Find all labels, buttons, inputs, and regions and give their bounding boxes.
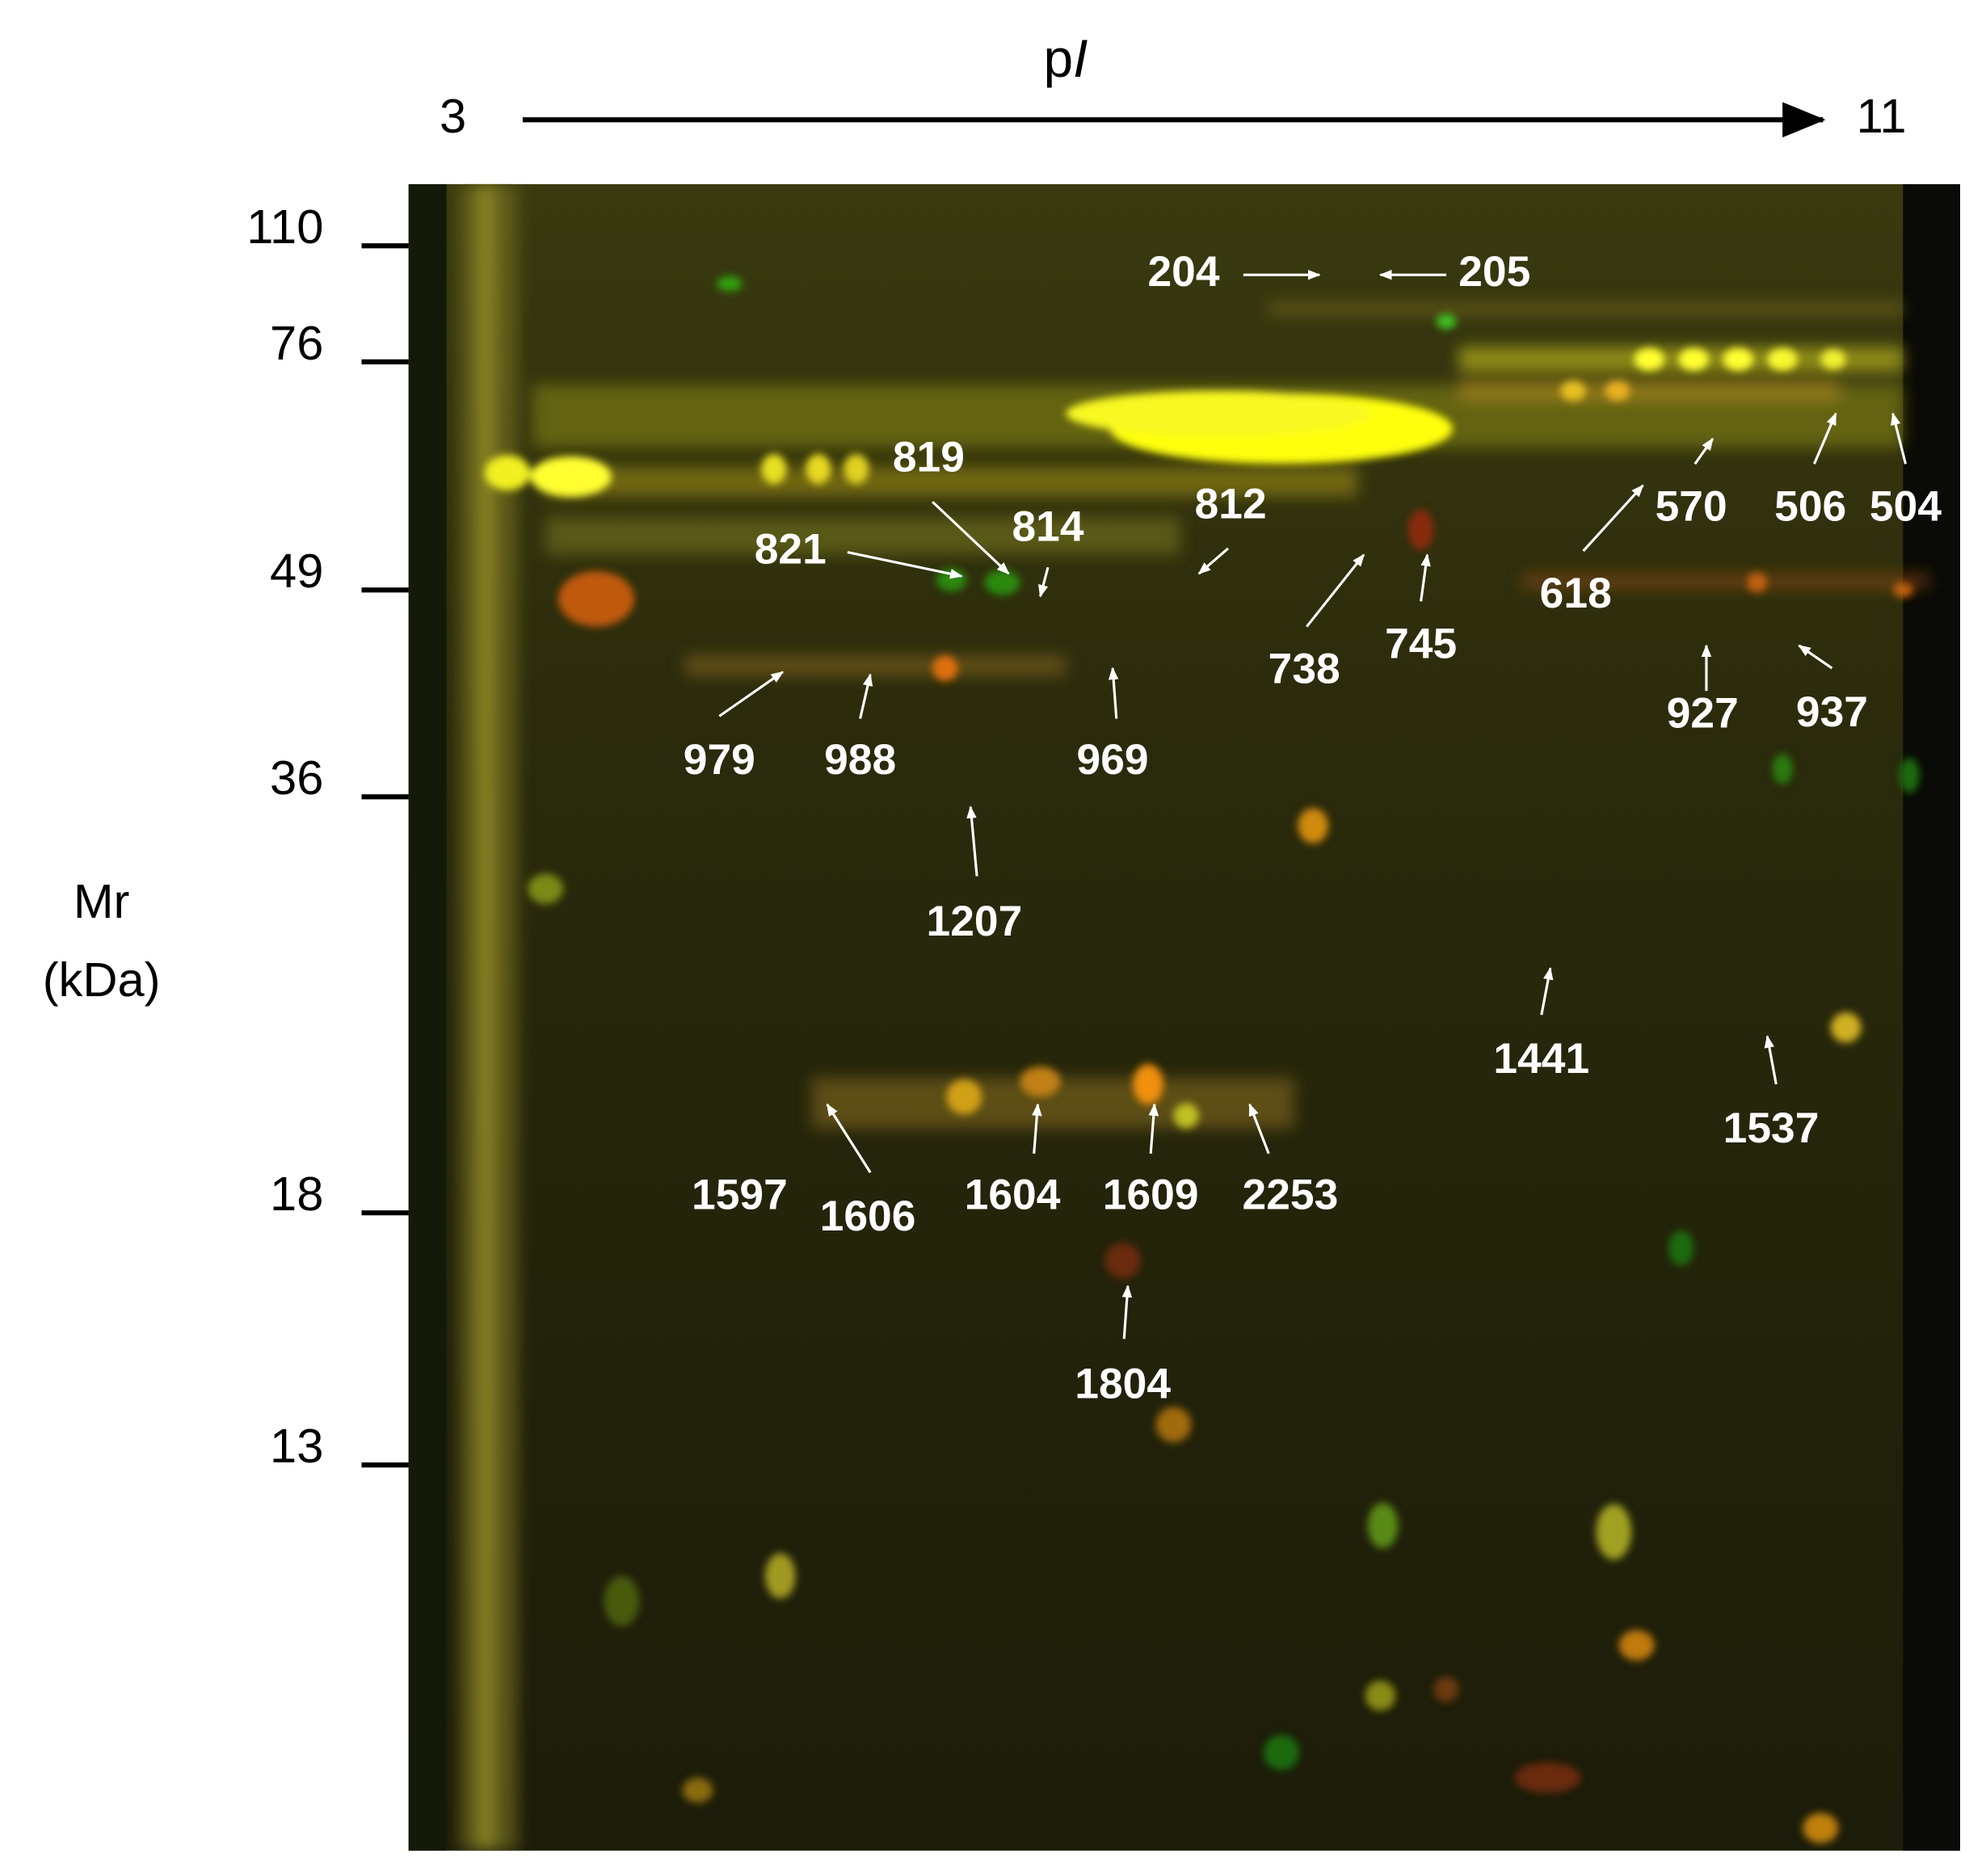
spot-label: 812 [1195, 480, 1267, 528]
spot-label: 1804 [1075, 1361, 1171, 1408]
tick-label: 49 [270, 544, 323, 598]
spot-label: 814 [1012, 503, 1083, 551]
mr-unit: (kDa) [43, 953, 161, 1007]
spot-arrow [1148, 1103, 1159, 1154]
spot-arrow [932, 500, 1010, 575]
spot-arrow [1764, 1035, 1778, 1085]
spot-arrow [1540, 966, 1554, 1016]
pi-label-part: I [1073, 29, 1088, 89]
spot-label: 988 [824, 736, 896, 784]
spot-label: 1207 [927, 898, 1023, 945]
pi-label: pI [1043, 29, 1088, 89]
gel-image [408, 183, 1961, 1851]
spot-label: 927 [1667, 690, 1739, 738]
tick-label: 36 [270, 751, 323, 805]
spot-label: 1604 [965, 1171, 1061, 1219]
tick-label: 13 [270, 1419, 323, 1473]
spot-label: 821 [755, 526, 827, 574]
spot-label: 1597 [692, 1171, 788, 1219]
pi-label-part: p [1043, 29, 1073, 89]
spot-label: 618 [1540, 570, 1612, 617]
spot-label: 979 [684, 736, 755, 784]
spot-label: 506 [1774, 483, 1846, 531]
spot-label: 969 [1077, 736, 1149, 784]
spot-label: 204 [1147, 248, 1219, 296]
spot-arrow [1812, 412, 1837, 465]
spot-arrow [1693, 437, 1714, 465]
spot-arrow [847, 550, 963, 579]
spot-arrow [1248, 1103, 1270, 1155]
spot-arrow [1121, 1285, 1133, 1340]
spot-label: 745 [1385, 620, 1457, 668]
spot-label: 738 [1268, 646, 1340, 693]
spot-arrow [1108, 667, 1119, 719]
spot-arrow [1798, 644, 1833, 670]
spot-label: 1441 [1493, 1035, 1589, 1083]
spot-arrow [1891, 412, 1908, 465]
spot-label: 570 [1656, 483, 1727, 531]
spot-labels: 204 205 819 814 821 812 738 745 618 570 506 504 927 9… [684, 248, 1942, 1407]
spot-arrow [1197, 547, 1230, 575]
spot-arrow [1582, 484, 1644, 552]
spot-arrow [859, 673, 873, 719]
pi-min: 3 [440, 89, 466, 143]
spot-arrow [1306, 553, 1365, 628]
pi-max: 11 [1857, 89, 1907, 143]
spot-label: 937 [1796, 688, 1868, 736]
spot-arrow [966, 806, 978, 877]
mr-ticks: 110 76 49 36 18 13 [246, 200, 409, 1473]
spot-arrow [826, 1103, 872, 1174]
spot-arrow [1038, 566, 1050, 598]
spot-arrow [1420, 553, 1431, 602]
spot-label: 819 [893, 434, 965, 482]
spot-label: 1609 [1103, 1171, 1199, 1219]
tick-label: 76 [270, 316, 323, 370]
tick-label: 18 [270, 1167, 323, 1221]
spot-label: 205 [1458, 248, 1530, 296]
spot-label: 1537 [1723, 1104, 1820, 1152]
spot-label: 504 [1870, 483, 1942, 531]
spot-arrow [718, 671, 785, 717]
mr-label: Mr [74, 874, 130, 928]
spot-label: 1606 [820, 1192, 916, 1240]
tick-label: 110 [246, 200, 323, 254]
spot-label: 2253 [1243, 1171, 1339, 1219]
spot-arrow [1032, 1103, 1042, 1154]
